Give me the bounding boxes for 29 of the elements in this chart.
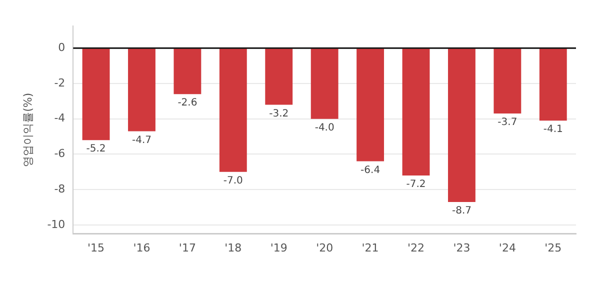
x-tick-label: '22 <box>407 241 425 254</box>
data-label: -4.1 <box>543 124 563 136</box>
data-label: -6.4 <box>360 164 380 176</box>
x-tick-label: '18 <box>224 241 242 254</box>
x-tick-label: '23 <box>453 241 470 254</box>
data-label: -7.2 <box>406 179 426 190</box>
x-tick-label: '17 <box>178 241 196 254</box>
data-label: -8.7 <box>452 206 472 217</box>
data-label: -2.6 <box>178 98 198 109</box>
y-tick-label: 0 <box>58 40 66 54</box>
data-label: -3.2 <box>269 108 289 120</box>
y-axis-title: 영업이익률(%) <box>21 92 34 167</box>
y-tick-label: -6 <box>54 147 66 160</box>
data-label: -7.0 <box>223 175 243 186</box>
x-tick-label: '20 <box>316 241 334 254</box>
x-tick-label: '21 <box>362 241 379 254</box>
y-tick-label: -10 <box>47 218 66 231</box>
x-tick-label: '15 <box>88 241 105 254</box>
data-label: -4.0 <box>314 122 334 134</box>
y-tick-label: -4 <box>54 112 66 125</box>
y-tick-label: -8 <box>54 182 66 196</box>
x-tick-label: '25 <box>544 241 562 254</box>
x-tick-label: '19 <box>270 241 288 254</box>
data-label: -4.7 <box>132 134 152 146</box>
data-label: -3.7 <box>498 117 518 128</box>
data-label: -5.2 <box>86 144 106 155</box>
x-tick-label: '16 <box>133 241 150 254</box>
y-tick-label: -2 <box>54 76 66 90</box>
x-tick-label: '24 <box>498 241 516 254</box>
